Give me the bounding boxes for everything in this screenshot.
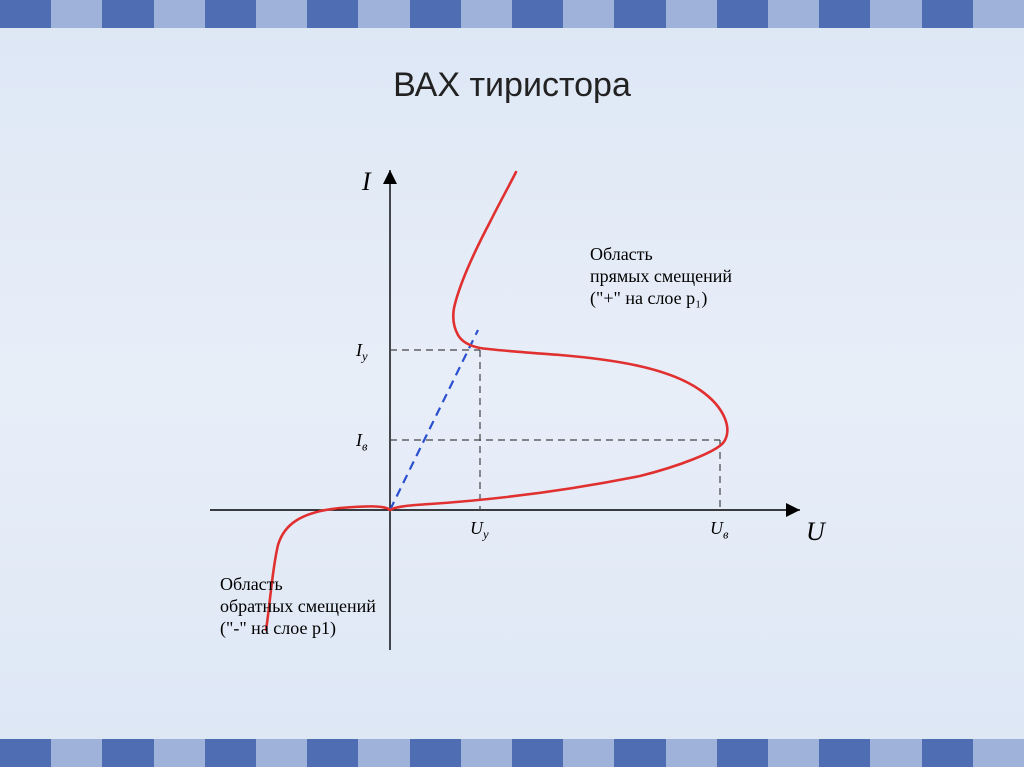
svg-text:Область: Область xyxy=(590,244,653,264)
svg-text:обратных смещений: обратных смещений xyxy=(220,596,376,616)
svg-text:("+" на слое p₁): ("+" на слое p₁) xyxy=(590,288,707,309)
svg-text:Область: Область xyxy=(220,574,283,594)
svg-text:("-" на слое p1): ("-" на слое p1) xyxy=(220,618,336,639)
slide-title: ВАХ тиристора xyxy=(0,66,1024,105)
svg-text:Iв: Iв xyxy=(355,430,368,454)
decorative-top-border xyxy=(0,0,1024,28)
svg-text:Uв: Uв xyxy=(710,518,729,542)
svg-text:Iу: Iу xyxy=(355,340,368,364)
svg-text:I: I xyxy=(361,167,372,196)
decorative-bottom-border xyxy=(0,739,1024,767)
svg-text:Uу: Uу xyxy=(470,518,489,542)
svg-text:прямых смещений: прямых смещений xyxy=(590,266,732,286)
svg-text:U: U xyxy=(806,517,827,546)
vax-chart: UIUуUвIуIвОбластьпрямых смещений("+" на … xyxy=(190,150,830,670)
